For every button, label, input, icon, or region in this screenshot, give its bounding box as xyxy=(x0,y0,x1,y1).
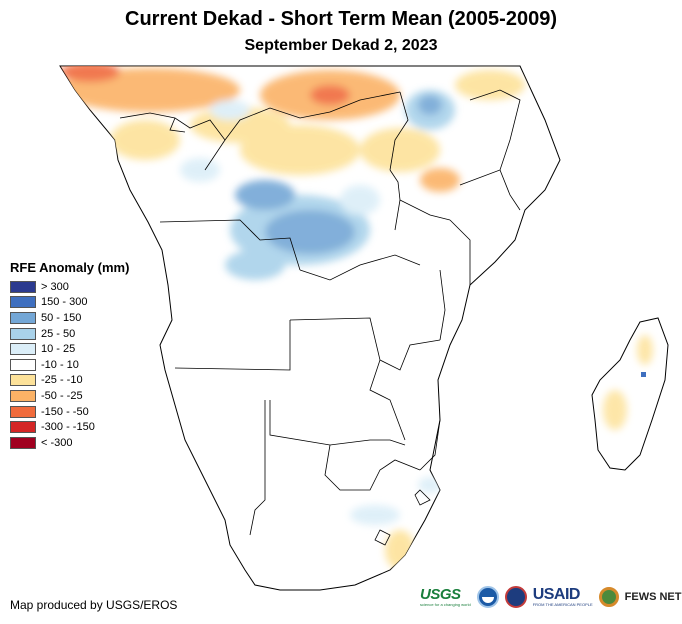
legend-item: -10 - 10 xyxy=(10,357,129,373)
usgs-logo: USGS science for a changing world xyxy=(420,587,471,607)
legend-swatch xyxy=(10,280,36,293)
legend-label: -300 - -150 xyxy=(41,421,95,434)
madagascar-wet-cell xyxy=(641,372,646,377)
usgs-logo-text: USGS xyxy=(420,586,461,603)
usaid-logo-tagline: FROM THE AMERICAN PEOPLE xyxy=(532,602,593,607)
country-borders xyxy=(119,89,521,546)
legend-item: 25 - 50 xyxy=(10,326,129,342)
anomaly-wet-congo xyxy=(180,90,455,280)
legend-item: -150 - -50 xyxy=(10,404,129,420)
legend-swatch xyxy=(10,343,36,356)
noaa-logo-icon xyxy=(476,586,499,608)
legend-swatch xyxy=(10,389,36,402)
legend-swatch xyxy=(10,421,36,434)
legend-title: RFE Anomaly (mm) xyxy=(10,260,130,275)
fews-net-logo-text: FEWS NET xyxy=(624,591,682,603)
legend-label: 25 - 50 xyxy=(41,327,76,340)
usaid-seal-icon xyxy=(504,586,527,608)
legend-swatch xyxy=(10,436,36,449)
legend-swatch xyxy=(10,374,36,387)
legend-item: -50 - -25 xyxy=(10,388,129,404)
legend-item: 10 - 25 xyxy=(10,341,129,357)
legend-label: 50 - 150 xyxy=(41,311,82,324)
legend-label: -10 - 10 xyxy=(41,358,79,371)
map-title: Current Dekad - Short Term Mean (2005-20… xyxy=(125,8,557,30)
legend-label: 10 - 25 xyxy=(41,343,76,356)
legend-rows: > 300 150 - 300 50 - 150 25 - 50 10 - 25 -10 … xyxy=(10,279,129,451)
logo-bar: USGS science for a changing world USAID … xyxy=(420,586,681,608)
madagascar xyxy=(591,317,669,471)
legend-label: -50 - -25 xyxy=(41,389,83,402)
legend-swatch xyxy=(10,327,36,340)
madagascar-anomaly xyxy=(603,335,653,430)
legend-item: -300 - -150 xyxy=(10,419,129,435)
map-subtitle: September Dekad 2, 2023 xyxy=(244,37,438,54)
usgs-logo-tagline: science for a changing world xyxy=(420,602,471,607)
legend-item: 50 - 150 xyxy=(10,310,129,326)
credit-text: Map produced by USGS/EROS xyxy=(10,598,178,612)
fews-net-icon xyxy=(598,587,619,607)
legend-item: -25 - -10 xyxy=(10,373,129,389)
usaid-logo-text: USAID xyxy=(532,586,581,603)
legend-swatch xyxy=(10,311,36,324)
legend-item: < -300 xyxy=(10,435,129,451)
legend-item: 150 - 300 xyxy=(10,295,129,311)
legend-swatch xyxy=(10,405,36,418)
legend-label: 150 - 300 xyxy=(41,296,88,309)
legend-label: -150 - -50 xyxy=(41,405,89,418)
legend-swatch xyxy=(10,296,36,309)
legend-label: -25 - -10 xyxy=(41,374,83,387)
legend-swatch xyxy=(10,358,36,371)
legend-label: > 300 xyxy=(41,280,69,293)
legend: RFE Anomaly (mm) > 300 150 - 300 50 - 150 2… xyxy=(10,260,129,451)
legend-label: < -300 xyxy=(41,436,73,449)
usaid-logo: USAID FROM THE AMERICAN PEOPLE xyxy=(533,587,593,607)
africa-landmass xyxy=(59,65,561,591)
anomaly-dry-sahel xyxy=(60,66,525,192)
legend-item: > 300 xyxy=(10,279,129,295)
